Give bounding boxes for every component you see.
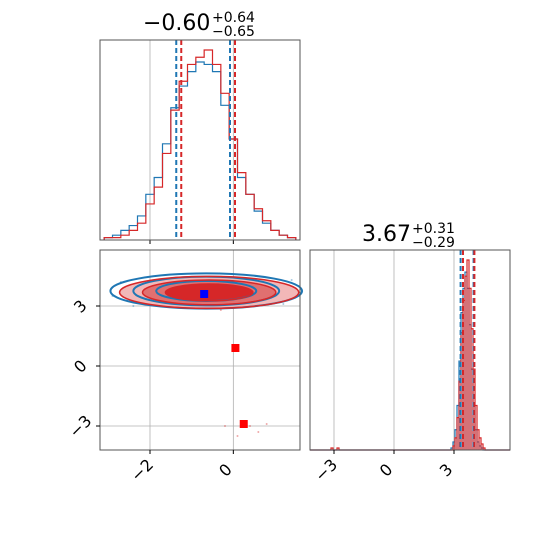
joint-marker-0 [200, 290, 209, 298]
param1-title: −0.60 [143, 11, 210, 36]
joint-frame [99, 249, 301, 451]
joint-y-tick-label-2: 3 [70, 296, 91, 317]
param2-title-plus: +0.31 [412, 221, 455, 237]
joint-contour-b-1 [141, 279, 277, 306]
joint-contour-b-2 [118, 275, 300, 310]
joint-marker-2 [239, 420, 248, 428]
param1-histogram-frame [99, 39, 301, 241]
param1-histogram-series-a [103, 61, 297, 240]
param2-x-tick-label-2: 3 [436, 460, 457, 481]
joint-scatter-b-2 [257, 431, 260, 433]
param1-title-plus: +0.64 [212, 10, 255, 26]
histogram-panel-param2: −3 0 3 [309, 249, 511, 485]
joint-panel: −2 0 −3 0 3 [65, 249, 304, 485]
joint-scatter-a-4 [132, 305, 135, 307]
param1-histogram-series-b [103, 49, 297, 240]
joint-x-tick-label-0: −2 [127, 455, 157, 485]
param2-histogram-frame [309, 249, 511, 451]
joint-scatter-a-2 [282, 303, 285, 305]
param1-title-median: −0.60 [143, 11, 210, 36]
param2-title-median: 3.67 [362, 222, 411, 247]
joint-scatter-b-5 [265, 423, 268, 425]
joint-marker-1 [231, 344, 240, 352]
joint-y-tick-label-0: −3 [65, 411, 95, 441]
param2-x-tick-label-1: 0 [376, 460, 397, 481]
param2-title-minus: −0.29 [412, 235, 455, 251]
joint-scatter-a-3 [290, 279, 293, 281]
joint-x-tick-label-1: 0 [215, 460, 236, 481]
joint-density-fill-b-2 [165, 284, 253, 301]
joint-scatter-b-4 [236, 435, 239, 437]
param2-title: 3.67 [362, 222, 411, 247]
joint-scatter-b-1 [249, 425, 251, 427]
joint-y-tick-label-1: 0 [70, 356, 91, 377]
joint-scatter-b-6 [219, 309, 222, 311]
histogram-panel-param1 [99, 39, 301, 244]
joint-scatter-b-3 [224, 425, 226, 427]
joint-contour-b-0 [164, 283, 254, 302]
param2-histogram-series-a [310, 271, 510, 451]
param2-x-tick-label-0: −3 [311, 455, 341, 485]
param1-title-minus: −0.65 [212, 24, 255, 40]
param2-histogram-series-b [310, 259, 510, 451]
